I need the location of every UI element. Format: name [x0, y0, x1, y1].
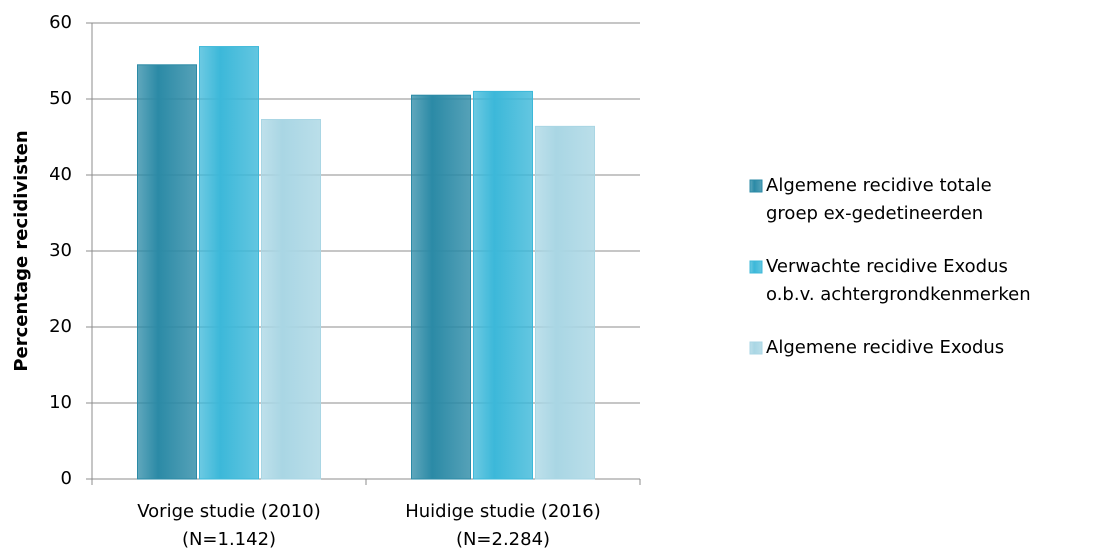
- bar: [535, 125, 595, 480]
- legend-label: Verwachte recidive Exodus o.b.v. achtergr…: [766, 256, 1031, 305]
- y-tick-label: 50: [49, 88, 72, 109]
- y-axis-label: Percentage recidivisten: [11, 130, 32, 371]
- x-tick-label: Huidige studie (2016) (N=2.284): [405, 501, 601, 550]
- y-tick-label: 60: [49, 12, 72, 33]
- bar: [199, 46, 259, 480]
- y-tick-label: 20: [49, 316, 72, 337]
- bar: [137, 64, 197, 480]
- legend-swatch: [749, 341, 763, 355]
- bar: [261, 119, 321, 480]
- legend-swatch: [749, 260, 763, 274]
- bar: [411, 94, 471, 480]
- y-tick-label: 30: [49, 240, 72, 261]
- legend-label: Algemene recidive Exodus: [766, 337, 1004, 358]
- x-tick-label: Vorige studie (2010) (N=1.142): [137, 501, 320, 550]
- bar: [473, 90, 533, 480]
- y-tick-label: 10: [49, 392, 72, 413]
- y-tick-label: 0: [61, 468, 72, 489]
- legend-swatch: [749, 179, 763, 193]
- legend-label: Algemene recidive totale groep ex-gedetin…: [766, 175, 992, 224]
- y-tick-label: 40: [49, 164, 72, 185]
